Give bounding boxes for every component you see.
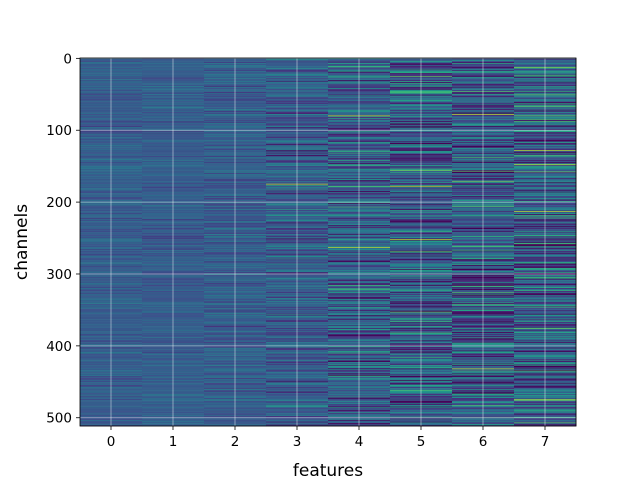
x-tick-label: 5 [417,434,426,450]
y-tick-label: 200 [46,195,72,211]
x-tick-label: 3 [293,434,302,450]
x-axis-ticks: 0 1 2 3 4 5 6 7 [107,426,550,450]
y-axis-ticks: 0 100 200 300 400 500 [46,51,80,427]
x-tick-label: 6 [479,434,488,450]
y-tick-label: 400 [46,339,72,355]
gridlines [80,57,576,426]
x-tick-label: 1 [169,434,178,450]
y-tick-label: 500 [46,411,72,427]
x-axis-label: features [293,461,363,480]
x-tick-label: 2 [231,434,240,450]
y-tick-label: 100 [46,123,72,139]
x-tick-label: 7 [541,434,550,450]
plot-frame [79,57,577,427]
x-tick-label: 0 [107,434,116,450]
y-tick-label: 300 [46,267,72,283]
y-axis-label: channels [12,204,32,280]
heatmap-cells [80,58,577,427]
y-tick-label: 0 [63,51,72,67]
x-tick-label: 4 [355,434,364,450]
